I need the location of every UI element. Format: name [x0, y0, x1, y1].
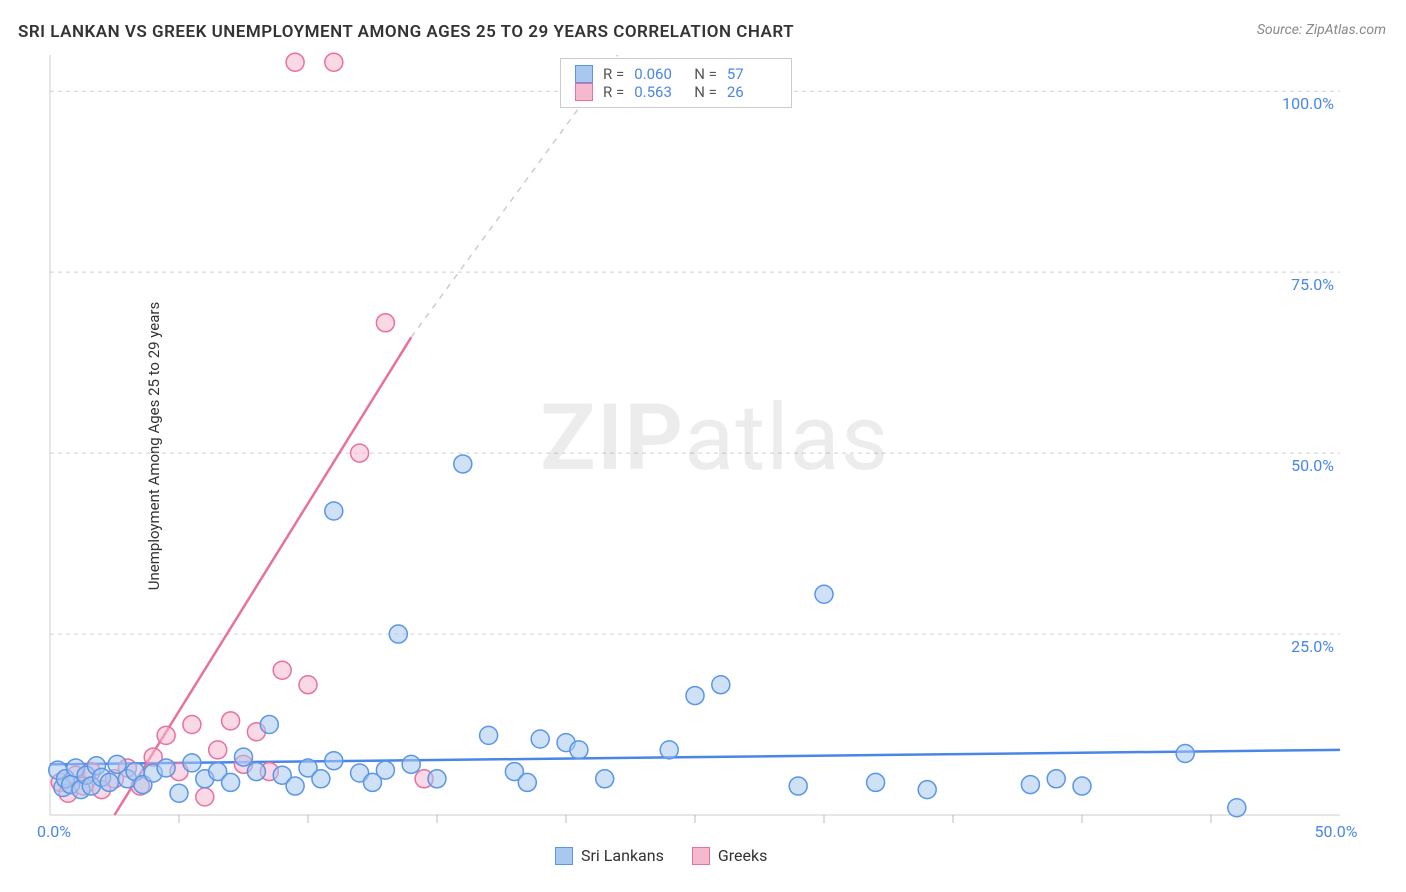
data-point-sri-lankan [918, 781, 936, 799]
svg-text:50.0%: 50.0% [1315, 822, 1358, 841]
legend-item-greeks: Greeks [692, 846, 768, 865]
swatch-pink-legend [692, 847, 710, 865]
data-point-sri-lankan [1047, 770, 1065, 788]
data-point-greek [286, 53, 304, 71]
data-point-sri-lankan [402, 755, 420, 773]
data-point-sri-lankan [660, 741, 678, 759]
data-point-sri-lankan [222, 773, 240, 791]
data-point-sri-lankan [1073, 777, 1091, 795]
data-point-sri-lankan [157, 759, 175, 777]
svg-text:0.0%: 0.0% [37, 822, 71, 841]
data-point-sri-lankan [570, 741, 588, 759]
data-point-sri-lankan [325, 752, 343, 770]
data-point-sri-lankan [1176, 744, 1194, 762]
data-point-sri-lankan [518, 773, 536, 791]
svg-text:25.0%: 25.0% [1291, 637, 1334, 656]
data-point-sri-lankan [286, 777, 304, 795]
data-point-sri-lankan [789, 777, 807, 795]
r-value-blue: 0.060 [634, 65, 684, 83]
legend-item-sri-lankans: Sri Lankans [555, 846, 664, 865]
data-point-sri-lankan [815, 585, 833, 603]
svg-text:100.0%: 100.0% [1282, 94, 1334, 113]
data-point-greek [351, 444, 369, 462]
legend-label-greeks: Greeks [718, 846, 768, 865]
swatch-pink [575, 83, 593, 101]
svg-text:50.0%: 50.0% [1291, 456, 1334, 475]
data-point-sri-lankan [596, 770, 614, 788]
data-point-sri-lankan [376, 761, 394, 779]
data-point-sri-lankan [480, 726, 498, 744]
data-point-sri-lankan [170, 784, 188, 802]
data-point-greek [299, 676, 317, 694]
data-point-sri-lankan [428, 770, 446, 788]
data-point-sri-lankan [100, 773, 118, 791]
swatch-blue [575, 65, 593, 83]
data-point-greek [222, 712, 240, 730]
data-point-sri-lankan [454, 455, 472, 473]
n-value-blue: 57 [727, 65, 777, 83]
chart-title: SRI LANKAN VS GREEK UNEMPLOYMENT AMONG A… [18, 22, 794, 42]
data-point-sri-lankan [389, 625, 407, 643]
data-point-sri-lankan [183, 754, 201, 772]
data-point-greek [273, 661, 291, 679]
data-point-sri-lankan [312, 770, 330, 788]
stats-box: R = 0.060 N = 57 R = 0.563 N = 26 [560, 58, 792, 108]
source-label: Source: ZipAtlas.com [1257, 22, 1386, 38]
stats-row-blue: R = 0.060 N = 57 [575, 65, 777, 83]
plot-area: 25.0%50.0%75.0%100.0%0.0%50.0% ZIPatlas [50, 55, 1390, 840]
data-point-sri-lankan [1228, 799, 1246, 817]
data-point-sri-lankan [260, 716, 278, 734]
data-point-greek [196, 788, 214, 806]
n-label-2: N = [694, 83, 717, 101]
legend-label-sri-lankans: Sri Lankans [581, 846, 664, 865]
svg-text:75.0%: 75.0% [1291, 275, 1334, 294]
data-point-sri-lankan [235, 748, 253, 766]
data-point-sri-lankan [712, 676, 730, 694]
data-point-sri-lankan [686, 687, 704, 705]
swatch-blue-legend [555, 847, 573, 865]
n-label: N = [694, 65, 717, 83]
data-point-greek [376, 314, 394, 332]
data-point-sri-lankan [867, 773, 885, 791]
data-point-greek [209, 741, 227, 759]
n-value-pink: 26 [727, 83, 777, 101]
data-point-greek [157, 726, 175, 744]
data-point-sri-lankan [247, 763, 265, 781]
data-point-greek [325, 53, 343, 71]
data-point-sri-lankan [325, 502, 343, 520]
r-label-2: R = [603, 83, 624, 101]
r-value-pink: 0.563 [634, 83, 684, 101]
legend: Sri Lankans Greeks [555, 846, 767, 865]
stats-row-pink: R = 0.563 N = 26 [575, 83, 777, 101]
data-point-sri-lankan [531, 730, 549, 748]
scatter-plot: 25.0%50.0%75.0%100.0%0.0%50.0% [50, 55, 1390, 840]
data-point-sri-lankan [1021, 776, 1039, 794]
data-point-greek [183, 716, 201, 734]
r-label: R = [603, 65, 624, 83]
